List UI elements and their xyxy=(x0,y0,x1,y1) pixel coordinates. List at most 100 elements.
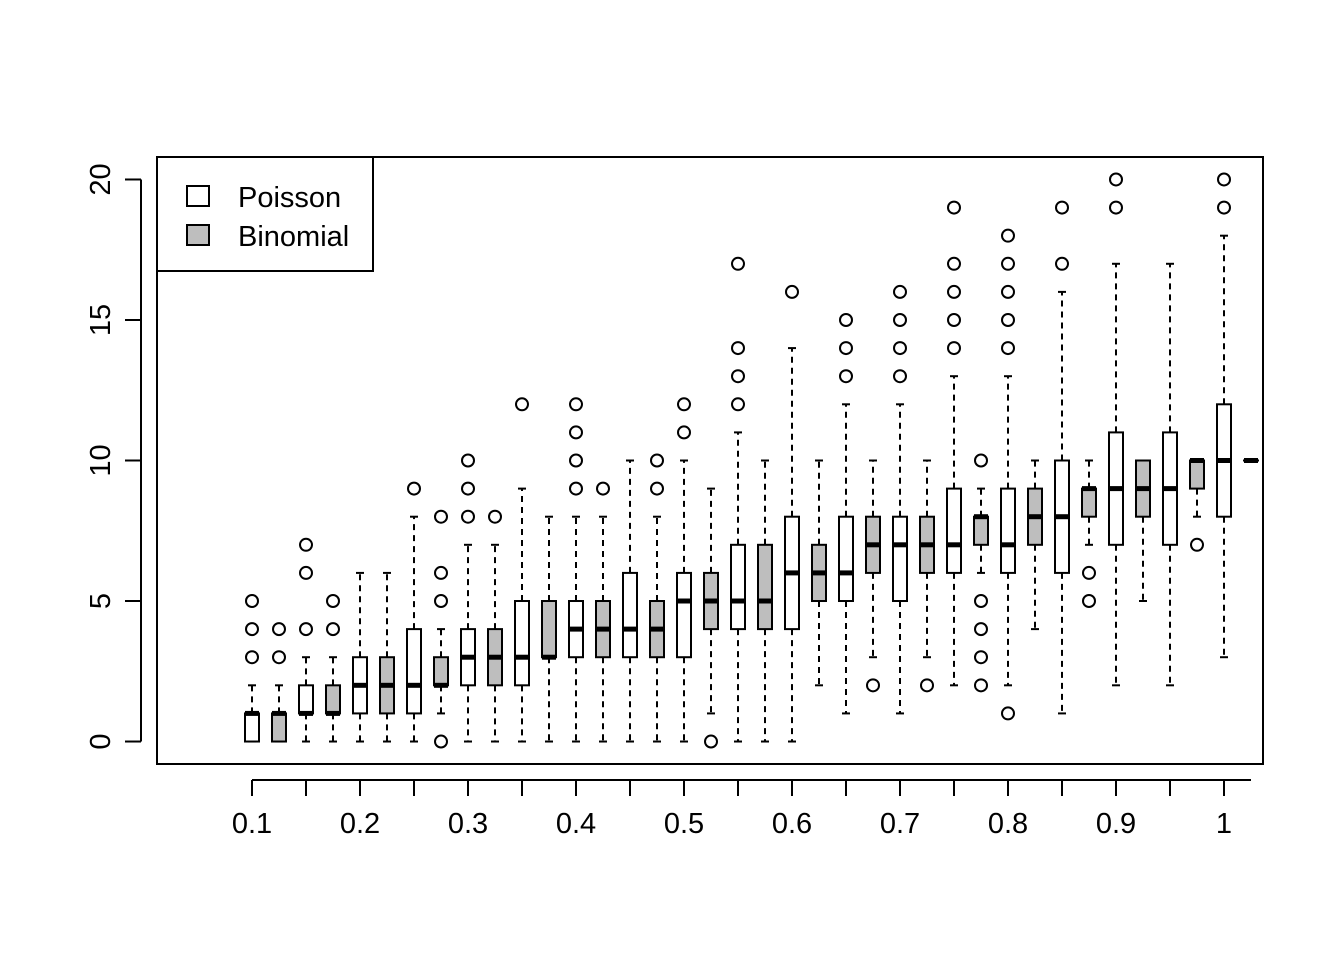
box-body xyxy=(514,600,530,687)
box-binomial xyxy=(271,622,287,743)
x-tick-label: 0.8 xyxy=(988,808,1028,840)
x-tick-label: 0.9 xyxy=(1096,808,1136,840)
outlier-point xyxy=(974,650,988,665)
outlier-point xyxy=(245,594,259,609)
legend: Poisson Binomial xyxy=(156,156,374,272)
outlier-point xyxy=(569,425,583,440)
outlier-point xyxy=(1082,565,1096,580)
box-poisson xyxy=(298,537,314,743)
outlier-point xyxy=(245,622,259,637)
outlier-point xyxy=(1217,172,1231,187)
outlier-point xyxy=(326,594,340,609)
x-tick-label: 0.1 xyxy=(232,808,272,840)
box-body xyxy=(730,543,746,631)
outlier-point xyxy=(731,256,745,271)
x-tick-label: 0.3 xyxy=(448,808,488,840)
outlier-point xyxy=(1190,537,1204,552)
outlier-point xyxy=(947,284,961,299)
x-tick-label: 0.5 xyxy=(664,808,704,840)
box-body xyxy=(433,656,449,687)
outlier-point xyxy=(785,284,799,299)
outlier-point xyxy=(569,453,583,468)
outlier-point xyxy=(731,397,745,412)
box-binomial xyxy=(1135,459,1151,603)
box-poisson xyxy=(622,459,638,743)
y-axis: 0 5 10 15 20 xyxy=(85,163,142,750)
outlier-point xyxy=(704,734,718,749)
box-poisson xyxy=(784,284,800,743)
outlier-point xyxy=(650,481,664,496)
outlier-point xyxy=(488,509,502,524)
box-binomial xyxy=(1081,459,1097,609)
outlier-point xyxy=(677,397,691,412)
x-tick-label: 0.4 xyxy=(556,808,596,840)
box-body xyxy=(271,712,287,743)
legend-key-poisson xyxy=(186,185,210,207)
x-axis: 0.1 0.2 0.3 0.4 0.5 0.6 0.7 0.8 0.9 1 xyxy=(232,779,1251,840)
outlier-point xyxy=(866,678,880,693)
box-poisson xyxy=(838,312,854,715)
outlier-point xyxy=(299,537,313,552)
outlier-point xyxy=(839,312,853,327)
legend-key-binomial xyxy=(186,224,210,246)
y-tick-label: 0 xyxy=(85,733,117,749)
x-tick-label: 1 xyxy=(1216,808,1232,840)
outlier-point xyxy=(1001,341,1015,356)
outlier-point xyxy=(1109,172,1123,187)
x-tick-label: 0.6 xyxy=(772,808,812,840)
outlier-point xyxy=(947,256,961,271)
outlier-point xyxy=(299,622,313,637)
outlier-point xyxy=(461,453,475,468)
x-tick-label: 0.2 xyxy=(340,808,380,840)
outlier-point xyxy=(839,341,853,356)
outlier-point xyxy=(677,425,691,440)
box-poisson xyxy=(352,571,368,743)
outlier-point xyxy=(1001,312,1015,327)
box-binomial xyxy=(433,509,449,749)
outlier-point xyxy=(461,509,475,524)
box-binomial xyxy=(973,453,989,693)
y-tick-label: 15 xyxy=(85,304,117,336)
outlier-point xyxy=(1109,200,1123,215)
legend-box xyxy=(156,156,374,272)
box-binomial xyxy=(865,459,881,693)
outlier-point xyxy=(1001,706,1015,721)
outlier-point xyxy=(893,369,907,384)
outlier-point xyxy=(299,565,313,580)
outlier-point xyxy=(1001,256,1015,271)
outlier-point xyxy=(893,341,907,356)
outlier-point xyxy=(947,341,961,356)
outlier-point xyxy=(893,312,907,327)
box-binomial xyxy=(811,459,827,687)
outlier-point xyxy=(974,622,988,637)
box-binomial xyxy=(649,453,665,743)
box-binomial xyxy=(325,594,341,743)
plot-frame xyxy=(156,156,1264,765)
box-poisson xyxy=(730,256,746,743)
box-body xyxy=(325,684,341,715)
box-poisson xyxy=(568,397,584,743)
outlier-point xyxy=(434,594,448,609)
box-poisson xyxy=(1000,228,1016,721)
outlier-point xyxy=(650,453,664,468)
boxes-layer xyxy=(244,172,1259,749)
box-body xyxy=(757,543,773,631)
box-poisson xyxy=(892,284,908,715)
box-body xyxy=(541,600,557,659)
outlier-point xyxy=(893,284,907,299)
outlier-point xyxy=(407,481,421,496)
y-tick-label: 20 xyxy=(85,163,117,195)
outlier-point xyxy=(434,565,448,580)
box-body xyxy=(838,515,854,603)
box-poisson xyxy=(946,200,962,687)
box-body xyxy=(1000,487,1016,574)
y-tick-label: 5 xyxy=(85,593,117,609)
outlier-point xyxy=(272,650,286,665)
legend-label-binomial: Binomial xyxy=(238,221,349,253)
outlier-point xyxy=(461,481,475,496)
box-binomial xyxy=(487,509,503,743)
outlier-point xyxy=(1217,200,1231,215)
outlier-point xyxy=(1082,594,1096,609)
outlier-point xyxy=(1055,200,1069,215)
